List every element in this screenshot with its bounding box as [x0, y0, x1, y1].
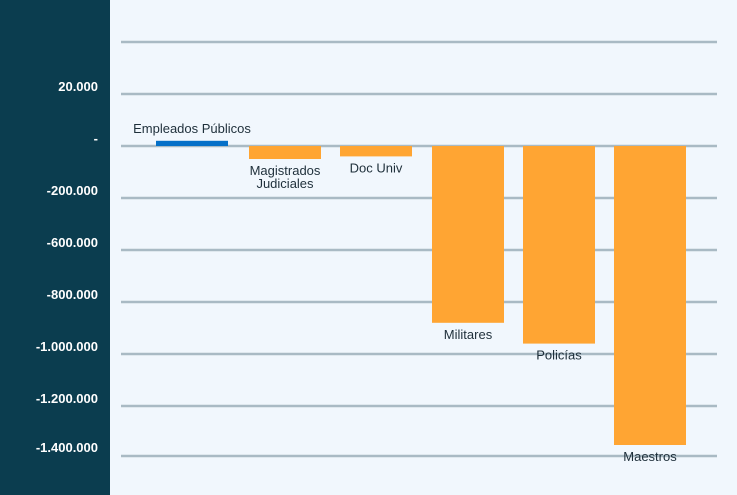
y-tick-label: -1.400.000 — [36, 440, 98, 455]
bar — [614, 146, 686, 445]
bar-label: Doc Univ — [350, 160, 403, 175]
bar-label: Policías — [536, 348, 582, 363]
bar-label: Empleados Públicos — [133, 121, 251, 136]
bar-label: Militares — [444, 327, 493, 342]
bar — [340, 146, 412, 157]
bar — [432, 146, 504, 323]
y-tick-label: -200.000 — [47, 183, 98, 198]
bar-label: Maestros — [623, 449, 677, 464]
bar-label: Judiciales — [256, 176, 314, 191]
y-tick-label: - — [94, 131, 98, 146]
y-tick-label: -600.000 — [47, 235, 98, 250]
bar — [249, 146, 321, 159]
bar — [523, 146, 595, 344]
y-tick-label: 20.000 — [58, 79, 98, 94]
bar-label: Magistrados — [250, 163, 321, 178]
y-tick-label: -1.200.000 — [36, 391, 98, 406]
y-tick-label: -1.000.000 — [36, 339, 98, 354]
y-axis-panel — [0, 0, 110, 495]
y-tick-label: -800.000 — [47, 287, 98, 302]
bar — [156, 140, 228, 146]
